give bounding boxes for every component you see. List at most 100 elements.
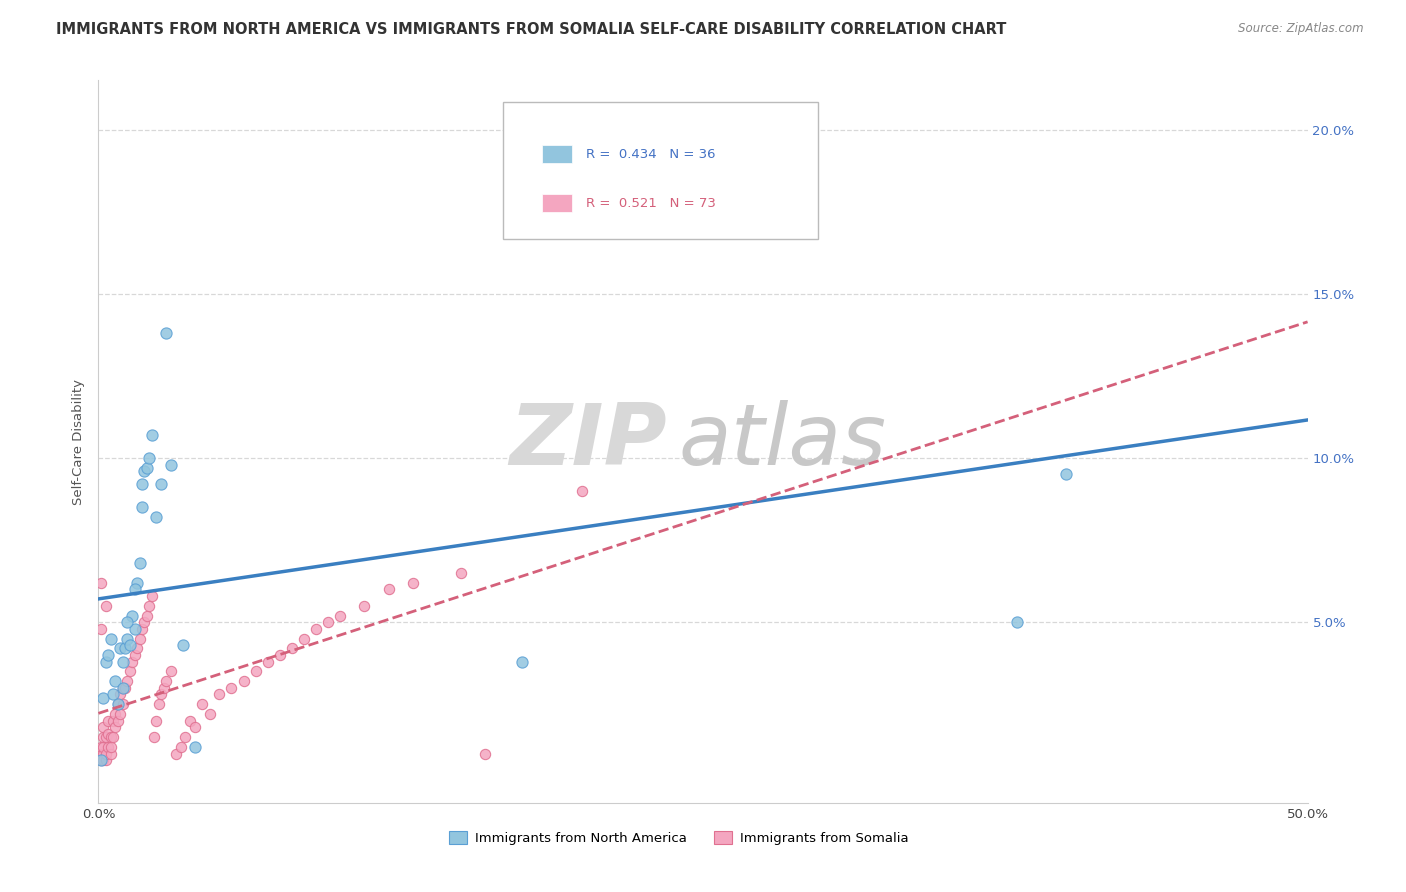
Point — [474, 747, 496, 761]
Point — [184, 720, 207, 734]
Point — [91, 753, 114, 767]
Point — [91, 690, 114, 705]
Point — [138, 599, 160, 613]
Point — [184, 739, 207, 754]
Point — [134, 464, 156, 478]
Point — [97, 727, 120, 741]
Point — [172, 638, 194, 652]
Point — [155, 326, 177, 340]
Text: IMMIGRANTS FROM NORTH AMERICA VS IMMIGRANTS FROM SOMALIA SELF-CARE DISABILITY CO: IMMIGRANTS FROM NORTH AMERICA VS IMMIGRA… — [56, 22, 1007, 37]
Point — [128, 556, 150, 570]
Point — [100, 747, 122, 761]
Point — [124, 582, 146, 597]
Point — [143, 730, 166, 744]
Point — [94, 730, 117, 744]
Point — [150, 687, 173, 701]
Point — [174, 730, 197, 744]
Point — [94, 747, 117, 761]
Point — [117, 632, 139, 646]
Point — [150, 477, 173, 491]
Point — [292, 632, 315, 646]
Text: atlas: atlas — [679, 400, 887, 483]
Point — [101, 714, 124, 728]
Point — [100, 739, 122, 754]
Point — [91, 720, 114, 734]
Point — [128, 632, 150, 646]
Point — [100, 632, 122, 646]
Point — [117, 615, 139, 630]
Point — [127, 575, 149, 590]
Point — [450, 566, 472, 580]
Point — [104, 674, 127, 689]
Point — [607, 161, 630, 176]
Point — [121, 608, 143, 623]
Point — [124, 648, 146, 662]
Point — [169, 739, 191, 754]
Point — [353, 599, 375, 613]
Point — [91, 747, 114, 761]
Bar — [543, 194, 572, 212]
Point — [148, 698, 170, 712]
Point — [104, 720, 127, 734]
Point — [108, 687, 131, 701]
Point — [90, 753, 112, 767]
Text: ZIP: ZIP — [509, 400, 666, 483]
Point — [269, 648, 291, 662]
Point — [256, 655, 278, 669]
Point — [124, 622, 146, 636]
Point — [191, 698, 214, 712]
Point — [134, 615, 156, 630]
Y-axis label: Self-Care Disability: Self-Care Disability — [72, 378, 84, 505]
Point — [135, 608, 157, 623]
Point — [90, 747, 112, 761]
Point — [118, 638, 141, 652]
Point — [198, 707, 221, 722]
Point — [91, 730, 114, 744]
Point — [510, 655, 533, 669]
Point — [571, 483, 593, 498]
Point — [97, 714, 120, 728]
Point — [221, 681, 243, 695]
Point — [111, 698, 134, 712]
Point — [141, 589, 163, 603]
Point — [160, 458, 183, 472]
Point — [100, 730, 122, 744]
Point — [1007, 615, 1029, 630]
Point — [94, 655, 117, 669]
Text: R =  0.521   N = 73: R = 0.521 N = 73 — [586, 196, 716, 210]
Point — [90, 622, 112, 636]
Point — [305, 622, 328, 636]
Point — [131, 622, 153, 636]
Point — [90, 575, 112, 590]
FancyBboxPatch shape — [503, 102, 818, 239]
Point — [145, 510, 167, 524]
Point — [108, 641, 131, 656]
Point — [152, 681, 174, 695]
Point — [91, 739, 114, 754]
Point — [165, 747, 187, 761]
Point — [104, 707, 127, 722]
Point — [155, 674, 177, 689]
Text: Source: ZipAtlas.com: Source: ZipAtlas.com — [1239, 22, 1364, 36]
Point — [145, 714, 167, 728]
Point — [127, 641, 149, 656]
Point — [121, 655, 143, 669]
Point — [135, 460, 157, 475]
Point — [111, 681, 134, 695]
Point — [131, 500, 153, 515]
Point — [94, 753, 117, 767]
Point — [245, 665, 267, 679]
Point — [377, 582, 399, 597]
Point — [117, 674, 139, 689]
Legend: Immigrants from North America, Immigrants from Somalia: Immigrants from North America, Immigrant… — [444, 826, 914, 850]
Point — [329, 608, 352, 623]
Point — [179, 714, 201, 728]
Point — [160, 665, 183, 679]
Point — [138, 450, 160, 465]
Point — [402, 575, 425, 590]
Point — [114, 641, 136, 656]
Point — [316, 615, 339, 630]
Point — [111, 655, 134, 669]
Point — [141, 428, 163, 442]
Point — [208, 687, 231, 701]
